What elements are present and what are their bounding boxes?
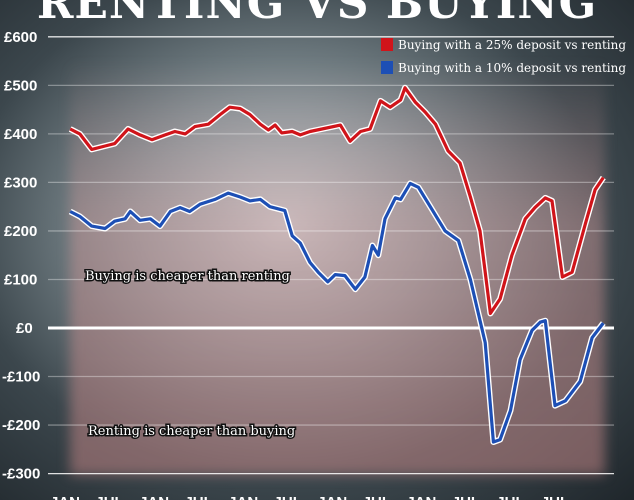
legend-swatch-25 bbox=[381, 38, 393, 51]
x-tick-label: JAN bbox=[228, 494, 258, 500]
x-tick-label: JUL bbox=[496, 494, 524, 500]
y-tick-label: -£300 bbox=[2, 466, 40, 483]
y-tick-label: £100 bbox=[4, 271, 37, 288]
series-line-25-percent bbox=[69, 86, 605, 315]
x-tick-label: JAN bbox=[50, 494, 80, 500]
legend-swatch-10 bbox=[381, 61, 393, 74]
legend-label-25: Buying with a 25% deposit vs renting bbox=[398, 38, 626, 52]
series-lines bbox=[68, 84, 606, 445]
y-tick-label: £500 bbox=[4, 77, 37, 94]
chart-title: RENTING VS BUYING bbox=[36, 0, 598, 29]
annotation-buying-cheaper: Buying is cheaper than renting bbox=[85, 269, 290, 284]
y-tick-label: -£200 bbox=[2, 417, 40, 434]
gridlines bbox=[48, 36, 614, 475]
x-tick-label: JUL bbox=[274, 494, 302, 500]
legend: Buying with a 25% deposit vs renting Buy… bbox=[381, 38, 626, 75]
background-photo bbox=[70, 60, 605, 475]
x-tick-label: JUL bbox=[541, 494, 569, 500]
y-tick-label: -£100 bbox=[2, 369, 40, 386]
annotation-renting-cheaper: Renting is cheaper than buying bbox=[88, 424, 295, 439]
y-tick-label: £300 bbox=[4, 174, 37, 191]
x-tick-label: JAN bbox=[139, 494, 169, 500]
y-tick-label: £400 bbox=[4, 126, 37, 143]
series-line-10-percent bbox=[69, 181, 605, 444]
y-tick-label: £200 bbox=[4, 223, 37, 240]
x-tick-label: JUL bbox=[452, 494, 480, 500]
x-tick-label: JUL bbox=[95, 494, 123, 500]
x-tick-label: JAN bbox=[317, 494, 347, 500]
x-tick-label: JUL bbox=[363, 494, 391, 500]
legend-label-10: Buying with a 10% deposit vs renting bbox=[398, 61, 626, 75]
y-tick-label: £600 bbox=[4, 29, 37, 46]
x-tick-label: JUL bbox=[184, 494, 212, 500]
x-axis-ticks: JAN JUL JAN JUL JAN JUL JAN JUL JAN JUL JUL JUL bbox=[50, 494, 569, 500]
x-tick-label: JAN bbox=[406, 494, 436, 500]
y-tick-label: £0 bbox=[16, 320, 33, 337]
y-axis-ticks: -£300 -£200 -£100 £0 £100 £200 £300 £400 £500 £60… bbox=[2, 29, 40, 483]
